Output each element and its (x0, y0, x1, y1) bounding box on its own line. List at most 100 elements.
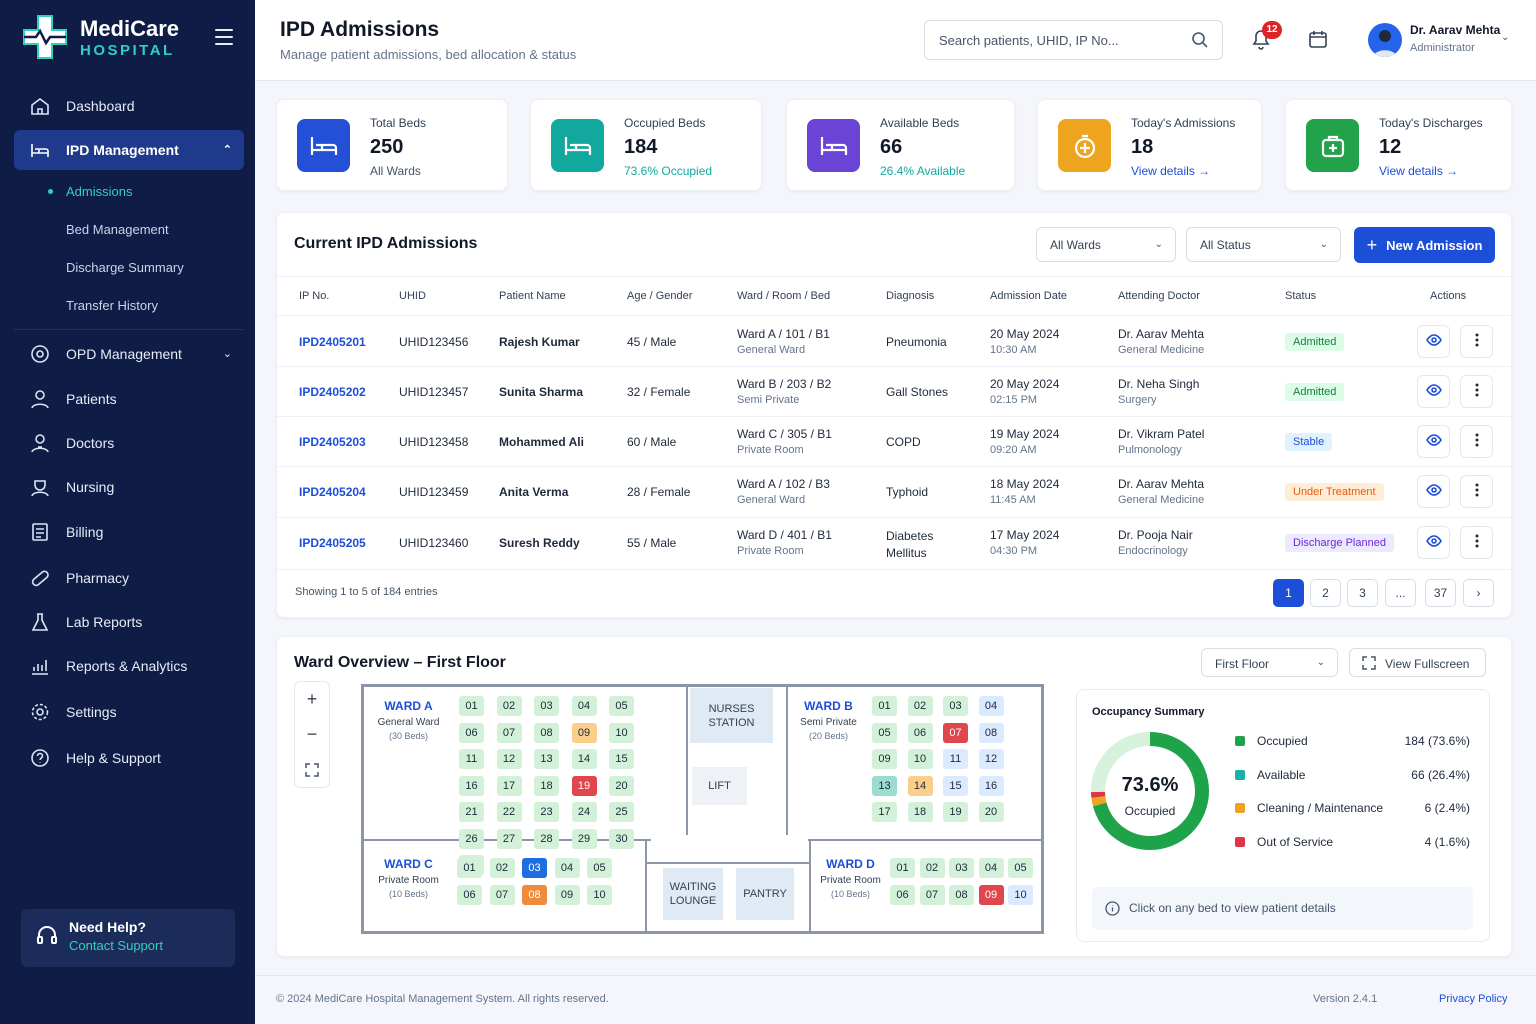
brand-logo[interactable]: MediCare HOSPITAL (22, 14, 179, 60)
ip-number[interactable]: IPD2405201 (299, 335, 366, 349)
bed-cell[interactable]: 19 (943, 802, 968, 822)
bed-cell[interactable]: 10 (609, 722, 634, 743)
bed-cell[interactable]: 05 (1008, 858, 1033, 878)
more-actions-button[interactable] (1460, 325, 1493, 358)
page-button[interactable]: 37 (1425, 579, 1456, 607)
more-actions-button[interactable] (1460, 475, 1493, 508)
bed-cell[interactable]: 04 (978, 696, 1004, 716)
page-button[interactable]: 1 (1273, 579, 1304, 607)
bed-cell[interactable]: 02 (489, 858, 515, 878)
bed-cell[interactable]: 19 (571, 775, 597, 796)
nav-dashboard[interactable]: Dashboard (14, 86, 244, 126)
bed-cell[interactable]: 02 (496, 696, 522, 716)
bed-cell[interactable]: 05 (609, 696, 634, 716)
zoom-in-button[interactable]: + (306, 689, 318, 709)
nav-ipd-management[interactable]: IPD Management ⌃ (14, 130, 244, 170)
bed-cell[interactable]: 16 (978, 775, 1004, 796)
nav-pharmacy[interactable]: Pharmacy (14, 558, 244, 598)
bed-cell[interactable]: 02 (907, 696, 933, 716)
bed-cell[interactable]: 08 (978, 722, 1004, 743)
nav-sub-bed-management[interactable]: Bed Management (66, 222, 169, 237)
bed-cell[interactable]: 10 (1008, 885, 1033, 905)
view-fullscreen-button[interactable]: View Fullscreen (1349, 648, 1486, 677)
nav-nursing[interactable]: Nursing (14, 467, 244, 507)
ward-filter-select[interactable]: All Wards ⌄ (1036, 227, 1176, 262)
bed-cell[interactable]: 22 (496, 802, 522, 822)
menu-toggle-icon[interactable] (215, 29, 233, 45)
bed-cell[interactable]: 11 (943, 749, 968, 769)
page-button[interactable]: 2 (1310, 579, 1341, 607)
ip-number[interactable]: IPD2405204 (299, 485, 366, 499)
bed-cell[interactable]: 18 (907, 802, 933, 822)
nav-reports-analytics[interactable]: Reports & Analytics (14, 646, 244, 686)
bed-cell[interactable]: 21 (459, 802, 484, 822)
nav-sub-admissions[interactable]: Admissions (66, 184, 133, 199)
new-admission-button[interactable]: + New Admission (1354, 227, 1495, 263)
bed-cell[interactable]: 04 (978, 858, 1004, 878)
bed-cell[interactable]: 05 (872, 722, 897, 743)
bed-cell[interactable]: 13 (534, 749, 559, 769)
view-button[interactable] (1417, 526, 1450, 559)
bed-cell[interactable]: 14 (907, 775, 933, 796)
bed-cell[interactable]: 03 (949, 858, 974, 878)
bed-cell[interactable]: 17 (872, 802, 897, 822)
chevron-down-icon[interactable]: ⌄ (1501, 32, 1510, 43)
bed-cell[interactable]: 13 (872, 775, 897, 796)
ip-number[interactable]: IPD2405202 (299, 385, 366, 399)
view-details-link[interactable]: View details → (1379, 164, 1459, 178)
user-name[interactable]: Dr. Aarav Mehta (1410, 23, 1501, 37)
bed-cell[interactable]: 30 (609, 828, 634, 849)
bed-cell[interactable]: 01 (872, 696, 897, 716)
bed-cell[interactable]: 07 (919, 885, 945, 905)
reset-view-button[interactable] (295, 752, 329, 787)
bed-cell[interactable]: 15 (943, 775, 968, 796)
bed-cell[interactable]: 08 (522, 885, 547, 905)
bed-cell[interactable]: 26 (459, 828, 484, 849)
nav-billing[interactable]: Billing (14, 512, 244, 552)
view-button[interactable] (1417, 375, 1450, 408)
nav-doctors[interactable]: Doctors (14, 423, 244, 463)
bed-cell[interactable]: 09 (978, 885, 1004, 905)
ip-number[interactable]: IPD2405203 (299, 435, 366, 449)
more-actions-button[interactable] (1460, 425, 1493, 458)
privacy-policy-link[interactable]: Privacy Policy (1439, 993, 1508, 1005)
bed-cell[interactable]: 08 (534, 722, 559, 743)
search-input[interactable] (924, 20, 1223, 60)
bed-cell[interactable]: 10 (907, 749, 933, 769)
bed-cell[interactable]: 27 (496, 828, 522, 849)
zoom-out-button[interactable]: − (306, 724, 318, 744)
view-button[interactable] (1417, 475, 1450, 508)
bed-cell[interactable]: 07 (489, 885, 515, 905)
view-details-link[interactable]: View details → (1131, 164, 1211, 178)
nav-settings[interactable]: Settings (14, 692, 244, 732)
nav-opd-management[interactable]: OPD Management ⌄ (14, 334, 244, 374)
more-actions-button[interactable] (1460, 375, 1493, 408)
bed-cell[interactable]: 07 (496, 722, 522, 743)
contact-support-link[interactable]: Contact Support (69, 938, 163, 953)
nav-lab-reports[interactable]: Lab Reports (14, 602, 244, 642)
bed-cell[interactable]: 29 (571, 828, 597, 849)
bed-cell[interactable]: 01 (457, 858, 482, 878)
bed-cell[interactable]: 20 (978, 802, 1004, 822)
bed-cell[interactable]: 05 (587, 858, 612, 878)
bed-cell[interactable]: 12 (978, 749, 1004, 769)
bed-cell[interactable]: 24 (571, 802, 597, 822)
bed-cell[interactable]: 10 (587, 885, 612, 905)
status-filter-select[interactable]: All Status ⌄ (1186, 227, 1341, 262)
bed-cell[interactable]: 16 (459, 775, 484, 796)
bed-cell[interactable]: 20 (609, 775, 634, 796)
calendar-icon[interactable] (1308, 29, 1328, 52)
search-icon[interactable] (1191, 31, 1209, 52)
nav-sub-transfer-history[interactable]: Transfer History (66, 298, 158, 313)
bed-cell[interactable]: 15 (609, 749, 634, 769)
bed-cell[interactable]: 06 (907, 722, 933, 743)
bed-cell[interactable]: 04 (571, 696, 597, 716)
floor-select[interactable]: First Floor ⌄ (1201, 648, 1338, 677)
bed-cell[interactable]: 14 (571, 749, 597, 769)
nav-sub-discharge-summary[interactable]: Discharge Summary (66, 260, 184, 275)
bed-cell[interactable]: 01 (890, 858, 915, 878)
bed-cell[interactable]: 04 (554, 858, 580, 878)
view-button[interactable] (1417, 325, 1450, 358)
bed-cell[interactable]: 23 (534, 802, 559, 822)
bed-cell[interactable]: 09 (872, 749, 897, 769)
